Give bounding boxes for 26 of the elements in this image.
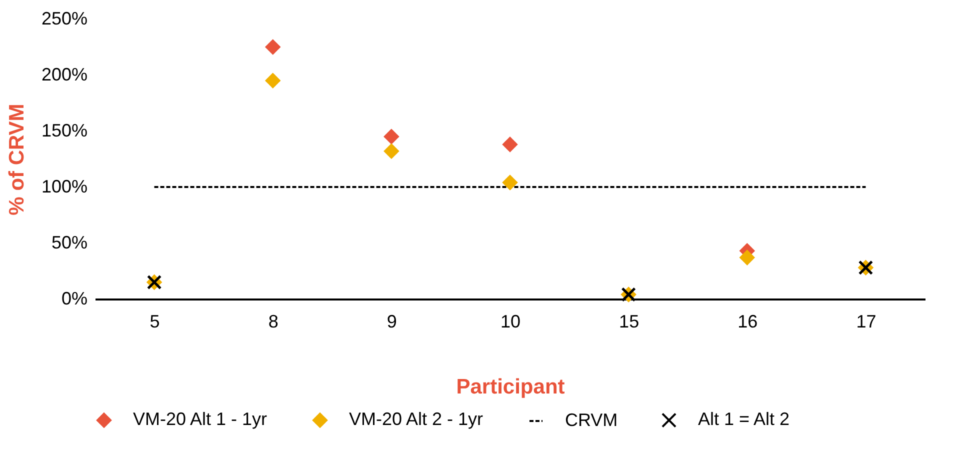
- x-tick-label: 10: [500, 312, 521, 332]
- y-tick-label: 250%: [41, 8, 88, 28]
- point: [502, 137, 518, 152]
- y-tick-label: 200%: [41, 64, 88, 84]
- point: [384, 129, 399, 144]
- x-axis-title: Participant: [456, 376, 565, 398]
- y-tick-label: 50%: [51, 232, 88, 252]
- x-tick-label: 17: [856, 312, 876, 332]
- x-tick-label: 9: [386, 312, 397, 332]
- y-tick-label: 150%: [41, 120, 88, 140]
- x-tick-label: 5: [150, 312, 160, 332]
- y-tick-label: 100%: [41, 176, 88, 196]
- point: [502, 175, 518, 190]
- point: [740, 250, 755, 265]
- legend-label: CRVM: [565, 410, 618, 430]
- y-axis-title: % of CRVM: [5, 104, 28, 216]
- x-tick-label: 8: [268, 312, 278, 332]
- point: [384, 144, 399, 159]
- x-tick-label: 16: [738, 312, 758, 332]
- legend-label: Alt 1 = Alt 2: [698, 409, 790, 430]
- legend-label: VM-20 Alt 1 - 1yr: [133, 409, 268, 430]
- x-tick-label: 15: [619, 312, 640, 332]
- legend-label: VM-20 Alt 2 - 1yr: [349, 409, 484, 430]
- point: [265, 40, 280, 54]
- y-tick-label: 0%: [61, 288, 88, 308]
- point: [265, 73, 280, 88]
